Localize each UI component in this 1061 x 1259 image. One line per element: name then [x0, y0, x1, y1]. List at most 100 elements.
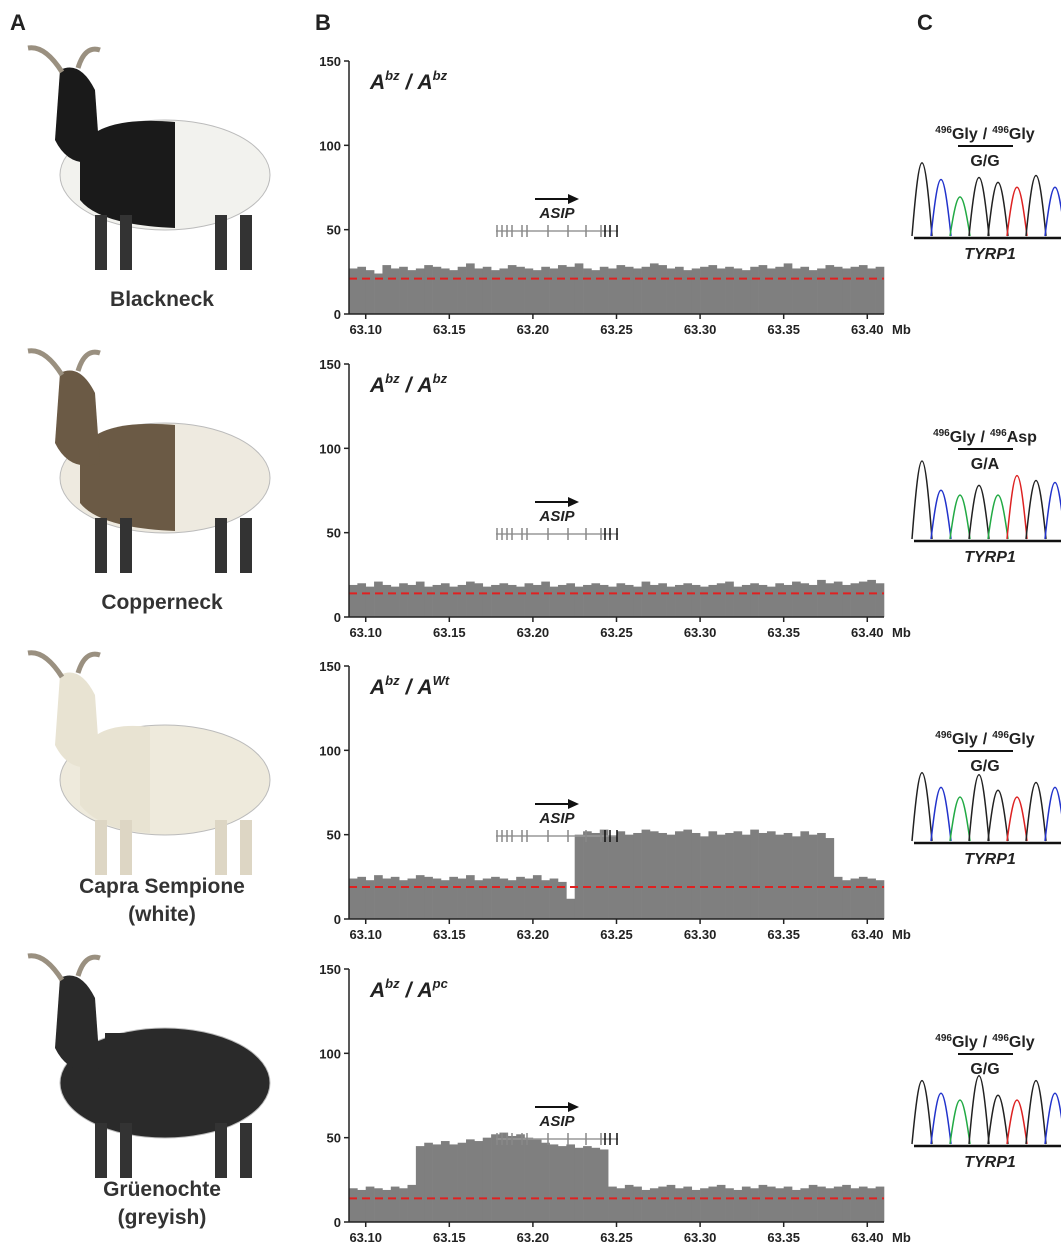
gene-arrow-head — [568, 799, 579, 809]
coverage-bar — [591, 833, 600, 919]
coverage-bar — [600, 267, 609, 314]
x-unit: Mb — [892, 625, 911, 640]
coverage-bar — [617, 265, 626, 314]
coverage-bar — [675, 585, 684, 617]
coverage-bar — [742, 1187, 751, 1222]
residue-name: Gly — [952, 1034, 978, 1051]
residue-name: Gly — [1009, 731, 1035, 748]
coverage-bar — [834, 1187, 843, 1222]
genotype-separator: / — [405, 979, 414, 1002]
goat-head — [55, 976, 100, 1071]
goat-leg — [215, 820, 227, 875]
goat-head — [55, 673, 100, 768]
x-tick-label: 63.25 — [600, 322, 633, 337]
goat-leg — [215, 1123, 227, 1178]
coverage-bar — [441, 1141, 450, 1222]
trace-peak — [969, 178, 989, 237]
coverage-bar — [533, 875, 542, 919]
coverage-bar — [817, 580, 826, 617]
goat-head — [55, 371, 100, 466]
coverage-bar — [357, 267, 366, 314]
coverage-bar — [717, 268, 726, 314]
y-tick-label: 50 — [327, 828, 341, 843]
x-unit: Mb — [892, 1230, 911, 1245]
coverage-bar — [583, 585, 592, 617]
coverage-bar — [424, 265, 433, 314]
coverage-bar — [399, 267, 408, 314]
coverage-bar — [591, 1148, 600, 1222]
trace-peak — [950, 495, 970, 539]
goat-leg — [120, 1123, 132, 1178]
trace-peak — [950, 797, 970, 841]
coverage-bar — [809, 270, 818, 314]
trace-peak — [1045, 187, 1061, 236]
coverage-bar — [683, 583, 692, 617]
trace-peak — [1045, 1093, 1061, 1144]
x-tick-label: 63.40 — [851, 927, 884, 942]
coverage-bar — [692, 585, 701, 617]
coverage-bar — [382, 585, 391, 617]
coverage-bar — [633, 1187, 642, 1222]
coverage-bar — [834, 877, 843, 919]
gene-arrow-head — [568, 194, 579, 204]
coverage-bar — [800, 1188, 809, 1222]
coverage-bar — [859, 1187, 868, 1222]
coverage-bar — [642, 1190, 651, 1222]
coverage-bar — [667, 587, 676, 617]
coverage-bar — [700, 1188, 709, 1222]
y-tick-label: 150 — [319, 659, 341, 674]
coverage-bar — [408, 270, 417, 314]
coverage-bar — [767, 1187, 776, 1222]
goat-head — [55, 68, 100, 163]
coverage-bar — [876, 583, 885, 617]
coverage-bar — [759, 1185, 768, 1222]
trace-peak — [988, 1095, 1008, 1144]
coverage-bar — [533, 585, 542, 617]
genotype-separator: / — [405, 374, 414, 397]
coverage-bar — [424, 877, 433, 919]
trace-peak — [931, 1093, 951, 1144]
coverage-bar — [583, 1146, 592, 1222]
goat-name: Capra Sempione — [79, 875, 245, 898]
trace-peak — [969, 775, 989, 841]
coverage-bar — [876, 267, 885, 314]
coverage-bar — [625, 1185, 634, 1222]
y-tick-label: 150 — [319, 54, 341, 69]
coverage-bar — [692, 268, 701, 314]
coverage-bar — [399, 583, 408, 617]
coverage-bar — [575, 1148, 584, 1222]
coverage-bar — [792, 268, 801, 314]
coverage-bar — [466, 1139, 475, 1222]
coverage-bar — [708, 831, 717, 919]
coverage-bar — [667, 1185, 676, 1222]
coverage-bar — [859, 582, 868, 617]
trace-peak — [931, 179, 951, 236]
coverage-bar — [633, 833, 642, 919]
residue-name: Gly — [1009, 1034, 1035, 1051]
residue-name: Asp — [1007, 429, 1037, 446]
coverage-bar — [374, 1188, 383, 1222]
allele-sup: Wt — [433, 673, 450, 688]
goat-horns — [28, 956, 100, 980]
coverage-bar — [675, 831, 684, 919]
coverage-bar — [600, 1149, 609, 1222]
x-tick-label: 63.25 — [600, 625, 633, 640]
residue-position: 496 — [935, 1033, 952, 1044]
coverage-bar — [499, 1133, 508, 1222]
coverage-bar — [491, 1134, 500, 1222]
protein-separator: / — [983, 126, 988, 143]
coverage-bar — [708, 1187, 717, 1222]
goat-leg — [95, 820, 107, 875]
y-tick-label: 50 — [327, 526, 341, 541]
trace-peak — [950, 1100, 970, 1144]
coverage-bar — [800, 583, 809, 617]
coverage-bar — [658, 1187, 667, 1222]
residue-position: 496 — [935, 730, 952, 741]
coverage-bar — [525, 268, 534, 314]
trace-peak — [912, 461, 932, 539]
protein-change: 496Gly/496Gly — [935, 125, 1035, 143]
x-tick-label: 63.40 — [851, 625, 884, 640]
goat-leg — [120, 820, 132, 875]
trace-peak — [969, 1076, 989, 1144]
coverage-bar — [391, 877, 400, 919]
